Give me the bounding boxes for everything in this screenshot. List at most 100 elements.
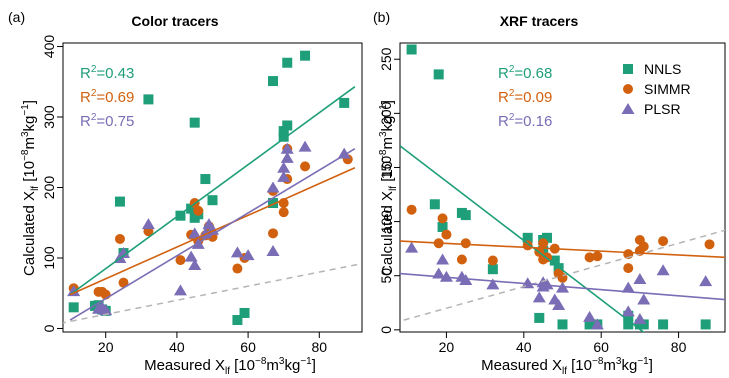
point-plsr	[621, 281, 635, 293]
point-nnls	[189, 117, 200, 128]
point-nnls	[658, 319, 669, 330]
point-simmr	[456, 254, 467, 265]
point-simmr	[487, 255, 498, 266]
y-tick-label-b: 50	[378, 268, 394, 284]
point-plsr	[633, 272, 647, 284]
fit-line-plsr-b	[400, 272, 725, 301]
x-tick-label-a: 80	[311, 339, 327, 355]
y-tick-label-a: 300	[41, 105, 57, 129]
x-tick-label-a: 40	[169, 339, 185, 355]
point-plsr	[436, 253, 450, 265]
chart-title-b: XRF tracers	[500, 13, 579, 29]
legend-label-nnls: NNLS	[644, 61, 681, 77]
point-nnls	[433, 69, 444, 80]
point-plsr	[99, 304, 113, 316]
point-simmr	[300, 161, 311, 172]
point-nnls	[487, 264, 498, 275]
point-simmr	[460, 238, 471, 249]
legend-label-simmr: SIMMR	[644, 81, 691, 97]
point-nnls	[68, 302, 79, 313]
point-plsr	[540, 278, 554, 290]
chart-title-a: Color tracers	[131, 13, 218, 29]
point-plsr	[552, 298, 566, 310]
point-plsr	[298, 140, 312, 152]
point-plsr	[266, 244, 280, 256]
point-plsr	[266, 181, 280, 193]
point-nnls	[429, 199, 440, 210]
svg-text:Measured Xlf [10−8m3kg−1]: Measured Xlf [10−8m3kg−1]	[481, 356, 653, 377]
point-plsr	[188, 259, 202, 271]
r-squared-plsr-b: R2=0.16	[498, 112, 552, 130]
legend-marker-plsr	[621, 103, 635, 114]
point-simmr	[406, 204, 417, 215]
point-nnls	[175, 210, 186, 221]
point-plsr	[590, 318, 604, 330]
point-simmr	[538, 238, 549, 249]
fit-line-nnls-b	[400, 145, 645, 332]
x-tick-label-b: 80	[671, 339, 687, 355]
point-nnls	[239, 307, 250, 318]
point-plsr	[405, 241, 419, 253]
point-simmr	[268, 228, 279, 239]
point-nnls	[623, 319, 634, 330]
legend-marker-simmr	[623, 84, 633, 94]
point-plsr	[521, 277, 535, 289]
point-simmr	[592, 251, 603, 262]
point-plsr	[241, 249, 255, 261]
point-simmr	[114, 233, 125, 244]
point-simmr	[278, 207, 289, 218]
point-plsr	[532, 291, 546, 303]
svg-text:Calculated Xlf [10−8m3kg−1]: Calculated Xlf [10−8m3kg−1]	[378, 100, 399, 276]
point-nnls	[282, 57, 293, 68]
r-squared-nnls-b: R2=0.68	[498, 64, 552, 82]
point-nnls	[700, 319, 711, 330]
point-plsr	[656, 264, 670, 276]
y-tick-label-a: 400	[41, 35, 57, 59]
point-simmr	[623, 263, 634, 274]
point-simmr	[658, 236, 669, 247]
point-nnls	[268, 76, 279, 87]
point-plsr	[280, 151, 294, 163]
point-simmr	[118, 277, 129, 288]
point-simmr	[704, 239, 715, 250]
panel-b: (b) XRF tracers Calculated Xlf [10−8m3kg…	[373, 9, 726, 377]
fit-line-nnls-a	[69, 86, 356, 296]
point-plsr	[141, 218, 155, 230]
plot-area-a: 20 40 60 80 0 100 200 300 400 R2=0.43 R2=0.69 R2=0.…	[41, 35, 363, 355]
point-nnls	[143, 94, 154, 105]
x-tick-label-a: 20	[98, 339, 114, 355]
point-nnls	[300, 50, 311, 61]
y-tick-label-b: 250	[378, 47, 394, 71]
fit-line-simmr-b	[400, 240, 725, 259]
legend-b: NNLS SIMMR PLSR	[621, 61, 691, 117]
svg-text:Calculated Xlf [10−8m3kg−1]: Calculated Xlf [10−8m3kg−1]	[20, 100, 41, 276]
r-squared-plsr-a: R2=0.75	[80, 112, 134, 130]
point-plsr	[337, 147, 351, 159]
point-nnls	[534, 312, 545, 323]
r-squared-simmr-a: R2=0.69	[80, 88, 134, 106]
point-nnls	[114, 196, 125, 207]
point-nnls	[200, 174, 211, 185]
point-nnls	[339, 97, 350, 108]
point-plsr	[67, 285, 81, 297]
point-plsr	[633, 313, 647, 325]
y-tick-label-a: 0	[41, 324, 57, 332]
point-plsr	[280, 142, 294, 154]
point-nnls	[268, 198, 279, 209]
lines-a	[63, 86, 362, 324]
x-axis-label-a: Measured Xlf [10−8m3kg−1]	[144, 356, 316, 377]
point-plsr	[439, 270, 453, 282]
point-plsr	[699, 275, 713, 287]
x-tick-label-b: 40	[516, 339, 532, 355]
point-nnls	[282, 120, 293, 131]
y-axis-label-a: Calculated Xlf [10−8m3kg−1]	[20, 100, 41, 276]
y-tick-label-b: 100	[378, 210, 394, 234]
r-squared-nnls-a: R2=0.43	[80, 64, 134, 82]
y-tick-label-a: 200	[41, 176, 57, 200]
fit-line-simmr-a	[69, 167, 356, 296]
point-simmr	[584, 252, 595, 263]
panel-label-a: (a)	[8, 9, 25, 25]
point-nnls	[186, 203, 197, 214]
point-simmr	[193, 205, 204, 216]
